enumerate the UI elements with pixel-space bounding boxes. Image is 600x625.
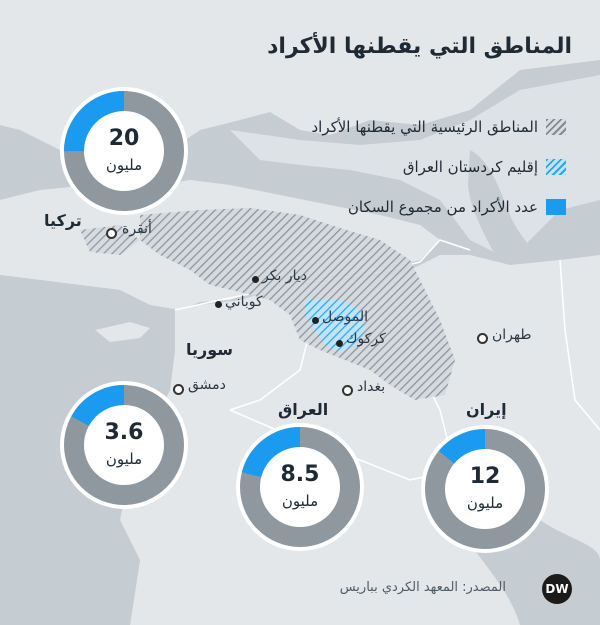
city-label-mosul: الموصل (322, 309, 368, 325)
donut-iran: 12 مليون (420, 424, 550, 554)
country-label-turkey: تركيا (44, 211, 82, 230)
donut-value: 20 (108, 126, 140, 151)
country-label-iraq: العراق (278, 400, 329, 419)
cyprus (95, 322, 150, 342)
legend-item-krg: إقليم كردستان العراق (311, 156, 566, 178)
border-iran-north (419, 239, 471, 263)
donut-kurdish-share-ring (425, 429, 545, 549)
city-label-ankara: أنقرة (122, 221, 152, 237)
city-label-kobani: كوباني (225, 294, 263, 310)
kurdish-area-west (80, 225, 140, 255)
donut-chart-syria (60, 381, 188, 509)
donut-value: 3.6 (104, 420, 144, 445)
capital-marker-tehran (477, 333, 488, 344)
donut-value: 8.5 (280, 462, 320, 487)
donut-unit: مليون (105, 450, 143, 468)
donut-turkey: 20 مليون (59, 86, 189, 216)
donut-chart-iran (421, 425, 549, 553)
gray-hatch-swatch (546, 119, 566, 135)
city-marker-diyarbakir (252, 276, 259, 283)
legend-label: إقليم كردستان العراق (402, 158, 538, 176)
donut-chart-iraq (236, 423, 364, 551)
capital-marker-ankara (106, 228, 117, 239)
legend: المناطق الرئيسية التي يقطنها الأكراد إقل… (311, 116, 566, 236)
country-label-iran: إيران (466, 400, 507, 419)
blue-solid-swatch (546, 199, 566, 215)
donut-chart-turkey (60, 87, 188, 215)
source-note: المصدر: المعهد الكردي بباريس (339, 580, 506, 595)
legend-label: المناطق الرئيسية التي يقطنها الأكراد (311, 118, 538, 136)
legend-label: عدد الأكراد من مجموع السكان (347, 198, 538, 216)
donut-unit: مليون (466, 494, 504, 512)
city-label-kirkuk: كركوك (346, 331, 386, 347)
city-label-baghdad: بغداد (357, 379, 386, 395)
kurdish-area-main (140, 208, 455, 400)
legend-item-kurdish-areas: المناطق الرئيسية التي يقطنها الأكراد (311, 116, 566, 138)
donut-iraq: 8.5 مليون (235, 422, 365, 552)
donut-syria: 3.6 مليون (59, 380, 189, 510)
country-label-syria: سوريا (186, 340, 233, 359)
map-title: المناطق التي يقطنها الأكراد (267, 34, 572, 59)
donut-kurdish-share-ring (64, 385, 184, 505)
city-marker-mosul (312, 317, 319, 324)
donut-kurdish-share-ring (64, 91, 184, 211)
capital-marker-baghdad (342, 385, 353, 396)
city-label-damascus: دمشق (188, 377, 226, 393)
donut-value: 12 (469, 464, 501, 489)
city-marker-kirkuk (336, 340, 343, 347)
border-east (559, 259, 600, 431)
donut-unit: مليون (281, 492, 319, 510)
blue-hatch-swatch (546, 159, 566, 175)
caspian-sea (468, 150, 536, 278)
donut-unit: مليون (105, 156, 143, 174)
capital-marker-damascus (173, 384, 184, 395)
kurdistan-region-iraq (305, 300, 365, 352)
city-label-tehran: طهران (492, 327, 532, 343)
city-label-diyarbakir: ديار بكر (262, 268, 307, 284)
legend-item-population: عدد الأكراد من مجموع السكان (311, 196, 566, 218)
donut-kurdish-share-ring (240, 427, 360, 547)
city-marker-kobani (215, 301, 222, 308)
dw-logo[interactable]: DW (542, 574, 572, 604)
